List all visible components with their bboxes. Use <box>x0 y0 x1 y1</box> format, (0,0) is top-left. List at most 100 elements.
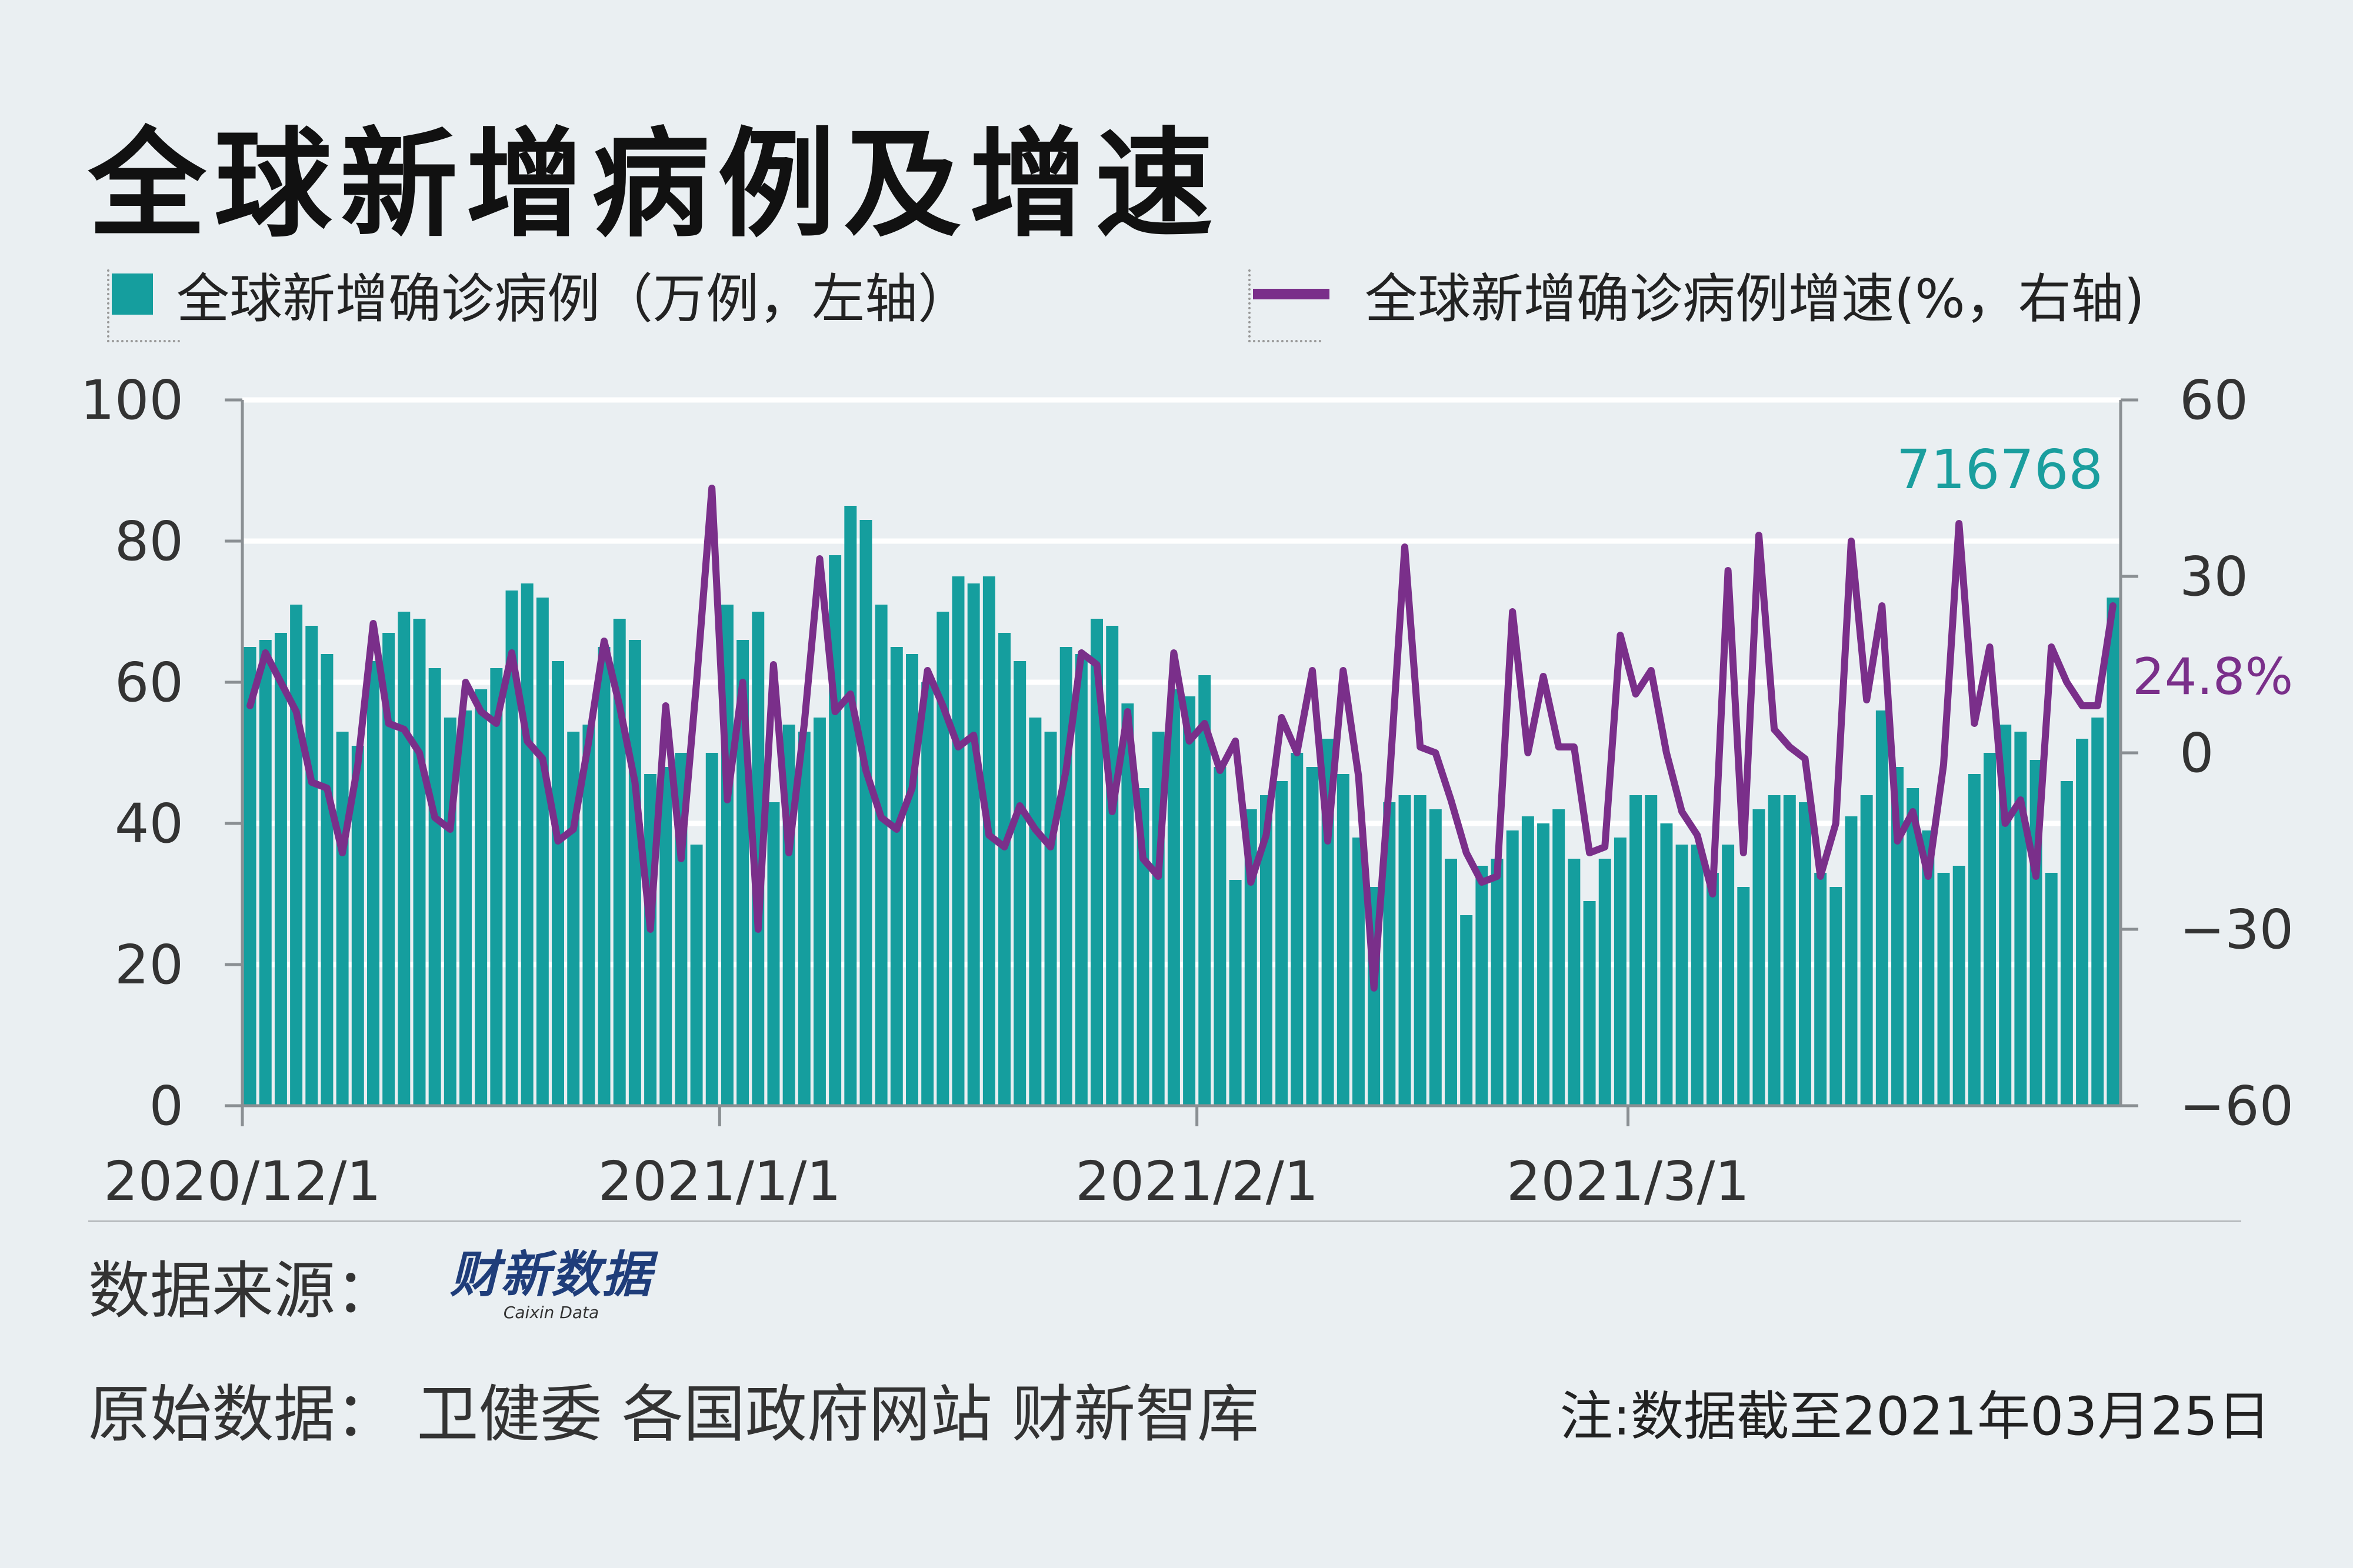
bar <box>398 612 411 1106</box>
data-note: 注:数据截至2021年03月25日 <box>1559 1386 2271 1447</box>
bar <box>1552 809 1565 1106</box>
bar <box>2014 732 2027 1106</box>
bar <box>613 619 626 1106</box>
bar <box>1352 838 1365 1106</box>
bar <box>1660 823 1673 1106</box>
line-series <box>246 485 2117 992</box>
bar <box>1229 880 1242 1106</box>
bar <box>659 767 672 1106</box>
bar <box>1537 823 1550 1106</box>
bar <box>2107 598 2119 1106</box>
bar <box>1291 753 1304 1106</box>
bar <box>1014 661 1026 1106</box>
bar <box>1984 753 1997 1106</box>
bar <box>1968 774 1981 1106</box>
bar <box>259 640 272 1106</box>
bar <box>459 710 472 1106</box>
combo-chart: 0 20 40 60 80 100 −60 −30 0 30 60 2020/12/1 2021/1/1… <box>80 369 2294 1213</box>
bar <box>2045 873 2058 1106</box>
bar <box>1183 696 1196 1106</box>
bar <box>906 654 918 1106</box>
bar <box>1568 859 1581 1106</box>
bar <box>1491 859 1504 1106</box>
bar <box>1259 795 1272 1106</box>
bar <box>2060 781 2073 1106</box>
bar <box>859 520 872 1106</box>
bar <box>1706 873 1719 1106</box>
bar <box>490 668 503 1106</box>
bar <box>1306 767 1319 1106</box>
bar <box>628 640 641 1106</box>
x-tick-label: 2020/12/1 <box>104 1150 381 1213</box>
bar <box>1460 915 1473 1106</box>
right-tick-label: 30 <box>2179 545 2248 608</box>
bar <box>1799 802 1811 1106</box>
bar <box>1414 795 1427 1106</box>
bar <box>1737 887 1750 1106</box>
divider <box>88 1220 2241 1222</box>
left-tick-label: 100 <box>80 369 184 432</box>
bar <box>1860 795 1873 1106</box>
bar <box>1383 802 1396 1106</box>
bar <box>552 661 564 1106</box>
brand-name: 财新数据 <box>450 1245 653 1303</box>
brand-name-en: Caixin Data <box>503 1302 599 1322</box>
bar <box>1629 795 1642 1106</box>
bar <box>1091 619 1104 1106</box>
bar <box>1121 703 1134 1106</box>
growth-line <box>246 485 2117 992</box>
bar <box>921 682 934 1106</box>
bar-end-label: 716768 <box>1897 438 2103 501</box>
left-tick-label: 60 <box>115 651 184 714</box>
bar <box>1106 626 1119 1106</box>
bar <box>1922 830 1935 1106</box>
legend-bracket <box>1248 269 1321 342</box>
bar <box>1475 866 1488 1106</box>
bar <box>1722 845 1735 1106</box>
bar <box>366 661 379 1106</box>
bar <box>2091 718 2104 1106</box>
bar <box>1845 816 1858 1106</box>
bar <box>844 506 857 1106</box>
bar <box>1891 767 1904 1106</box>
bar <box>505 590 518 1106</box>
bar <box>967 583 980 1106</box>
bar <box>1029 718 1042 1106</box>
bar <box>982 576 995 1106</box>
bar <box>244 647 256 1106</box>
line-end-label: 24.8% <box>2132 648 2293 706</box>
bar <box>274 633 287 1106</box>
bar <box>875 605 888 1106</box>
bar <box>1952 866 1965 1106</box>
bar <box>1675 845 1688 1106</box>
right-tick-label: −60 <box>2179 1075 2294 1137</box>
bar <box>1506 830 1519 1106</box>
bar <box>1275 781 1288 1106</box>
bar <box>305 626 318 1106</box>
bar <box>1198 675 1211 1106</box>
bar <box>936 612 949 1106</box>
bar <box>1614 838 1627 1106</box>
bar <box>1337 774 1349 1106</box>
bar <box>1429 809 1442 1106</box>
right-tick-label: −30 <box>2179 898 2294 961</box>
caixin-data-logo: 财新数据 Caixin Data <box>450 1250 652 1322</box>
bar <box>521 583 534 1106</box>
left-tick-label: 20 <box>115 933 184 996</box>
source-line: 数据来源： 财新数据 Caixin Data <box>88 1241 652 1330</box>
bar <box>2076 739 2089 1106</box>
chart-title: 全球新增病例及增速 <box>88 116 1222 253</box>
bar <box>1583 901 1596 1106</box>
bar <box>1044 732 1057 1106</box>
bar <box>382 633 395 1106</box>
left-tick-label: 0 <box>149 1075 184 1137</box>
legend-line: 全球新增确诊病例增速(%，右轴) <box>1248 259 2145 342</box>
x-tick-label: 2021/1/1 <box>598 1150 841 1213</box>
legend-bar-swatch <box>112 273 153 315</box>
bar <box>536 598 549 1106</box>
x-tick-label: 2021/2/1 <box>1075 1150 1318 1213</box>
bar <box>1521 816 1534 1106</box>
raw-data-sources: 原始数据： 卫健委 各国政府网站 财新智库 <box>88 1379 1259 1450</box>
bar <box>1937 873 1950 1106</box>
left-tick-label: 40 <box>115 792 184 855</box>
